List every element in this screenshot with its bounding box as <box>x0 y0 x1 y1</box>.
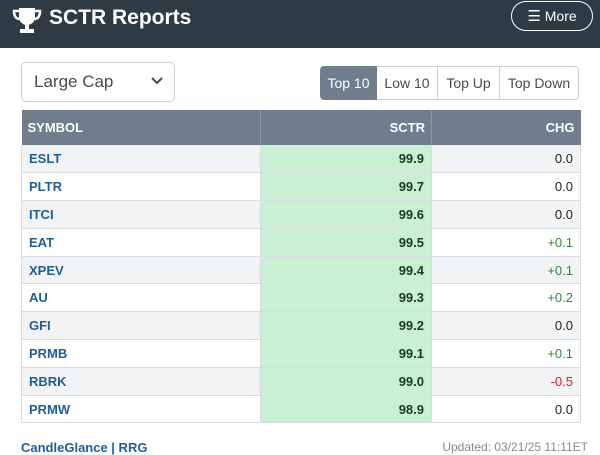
sctr-value: 99.5 <box>260 228 432 257</box>
symbol-link[interactable]: PLTR <box>21 172 261 202</box>
table-row[interactable]: PLTR 99.7 0.0 <box>21 172 581 202</box>
cap-size-value: Large Cap <box>34 72 114 91</box>
symbol-link[interactable]: AU <box>21 283 261 313</box>
cap-size-dropdown[interactable]: Large Cap <box>21 62 175 102</box>
sctr-value: 99.0 <box>260 367 432 396</box>
trophy-icon <box>12 8 42 33</box>
change-value: 0.0 <box>431 395 581 424</box>
table-header-row: SYMBOL SCTR CHG <box>21 110 581 145</box>
symbol-link[interactable]: EAT <box>21 228 261 257</box>
tab-top-up[interactable]: Top Up <box>438 66 500 100</box>
tab-top-10[interactable]: Top 10 <box>320 66 377 100</box>
more-button[interactable]: ☰ More <box>511 1 593 31</box>
change-value: 0.0 <box>431 172 581 202</box>
sctr-value: 99.2 <box>260 311 432 341</box>
sctr-value: 99.1 <box>260 339 432 368</box>
table-row[interactable]: XPEV 99.4 +0.1 <box>21 256 581 285</box>
sctr-value: 99.7 <box>260 172 432 202</box>
table-row[interactable]: PRMB 99.1 +0.1 <box>21 339 581 368</box>
change-value: +0.1 <box>431 228 581 257</box>
symbol-link[interactable]: RBRK <box>21 367 261 396</box>
sctr-value: 99.4 <box>260 256 432 285</box>
app-header: SCTR Reports ☰ More <box>0 0 600 48</box>
change-value: -0.5 <box>431 367 581 396</box>
chevron-down-icon <box>151 77 163 85</box>
sctr-value: 98.9 <box>260 395 432 424</box>
change-value: 0.0 <box>431 145 581 174</box>
updated-timestamp: Updated: 03/21/25 11:11ET <box>442 440 588 454</box>
tab-top-down[interactable]: Top Down <box>500 66 579 100</box>
hamburger-icon: ☰ <box>527 7 541 25</box>
sctr-value: 99.9 <box>260 145 432 174</box>
table-row[interactable]: GFI 99.2 0.0 <box>21 311 581 341</box>
change-value: 0.0 <box>431 311 581 341</box>
table-row[interactable]: ESLT 99.9 0.0 <box>21 145 581 174</box>
change-value: 0.0 <box>431 200 581 229</box>
symbol-link[interactable]: XPEV <box>21 256 261 285</box>
tab-low-10[interactable]: Low 10 <box>377 66 438 100</box>
symbol-link[interactable]: PRMW <box>21 395 261 424</box>
symbol-link[interactable]: ITCI <box>21 200 261 229</box>
sctr-value: 99.6 <box>260 200 432 229</box>
column-header-sctr[interactable]: SCTR <box>260 110 432 145</box>
sctr-value: 99.3 <box>260 283 432 313</box>
column-header-chg[interactable]: CHG <box>431 110 581 145</box>
symbol-link[interactable]: ESLT <box>21 145 261 174</box>
more-label: More <box>544 7 577 24</box>
change-value: +0.2 <box>431 283 581 313</box>
change-value: +0.1 <box>431 256 581 285</box>
table-row[interactable]: AU 99.3 +0.2 <box>21 283 581 313</box>
footer-links[interactable]: CandleGlance | RRG <box>21 440 148 455</box>
table-row[interactable]: EAT 99.5 +0.1 <box>21 228 581 257</box>
table-row[interactable]: ITCI 99.6 0.0 <box>21 200 581 229</box>
symbol-link[interactable]: GFI <box>21 311 261 341</box>
app-title: SCTR Reports <box>49 6 192 29</box>
table-row[interactable]: PRMW 98.9 0.0 <box>21 395 581 424</box>
change-value: +0.1 <box>431 339 581 368</box>
column-header-symbol[interactable]: SYMBOL <box>21 110 261 145</box>
symbol-link[interactable]: PRMB <box>21 339 261 368</box>
table-row[interactable]: RBRK 99.0 -0.5 <box>21 367 581 396</box>
sctr-table: SYMBOL SCTR CHG ESLT 99.9 0.0 PLTR 99.7 0.0 IT… <box>21 110 581 424</box>
